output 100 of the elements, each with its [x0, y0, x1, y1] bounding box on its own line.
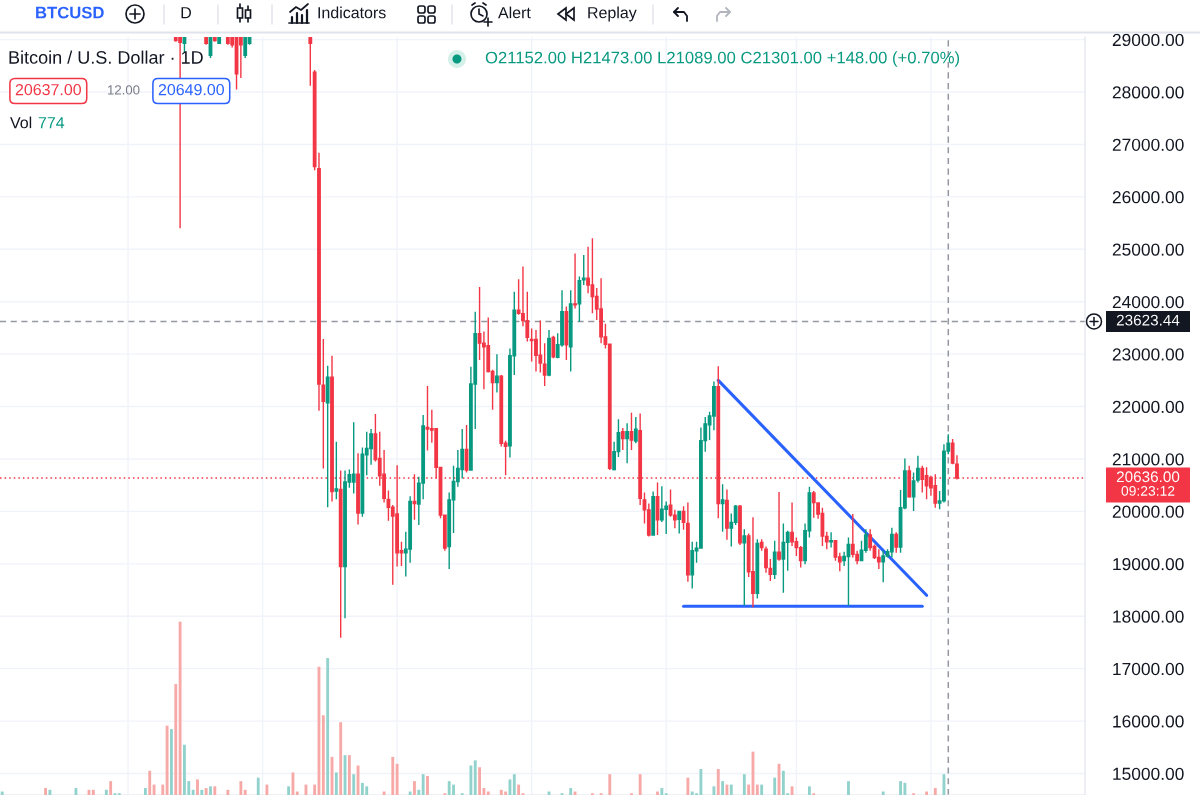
- bar: [104, 789, 108, 795]
- bar: [165, 725, 169, 795]
- bar: [91, 789, 95, 795]
- y-tick-label: 24000.00: [1112, 295, 1184, 309]
- bar: [44, 788, 47, 795]
- y-tick-label: 18000.00: [1113, 610, 1184, 623]
- y-tick-label: 23000.00: [1112, 348, 1184, 361]
- text: Alert: [498, 6, 531, 19]
- bar: [313, 784, 317, 795]
- candlestick: [751, 516, 755, 609]
- bar: [48, 789, 52, 795]
- text: O21152.00 H21473.00 L21089.00 C21301.00 +148.00 (+0.70%): [485, 51, 960, 67]
- text: 09:23:12: [1121, 485, 1175, 496]
- candlestick: [677, 510, 682, 535]
- y-tick-label: 16000.00: [1113, 715, 1184, 728]
- candlestick: [755, 538, 760, 600]
- bar: [486, 791, 490, 795]
- bar: [382, 791, 386, 795]
- candlestick: [894, 531, 899, 554]
- y-tick-label: 19000.00: [1113, 557, 1184, 571]
- annotation: Vol: [10, 116, 32, 129]
- bar: [226, 789, 230, 795]
- bar: [447, 781, 451, 795]
- text: Replay: [588, 6, 637, 22]
- bar: [334, 772, 338, 795]
- bar: [747, 784, 751, 795]
- bar: [174, 684, 178, 795]
- bar: [716, 769, 720, 795]
- bar: [265, 784, 269, 795]
- bar: [504, 791, 508, 795]
- bar: [517, 784, 521, 795]
- bar: [170, 729, 173, 795]
- candlestick: [924, 466, 929, 501]
- bar: [365, 786, 369, 795]
- annotation: 774: [38, 117, 65, 129]
- bar: [721, 781, 725, 795]
- ref-line-label: 23623.44: [1116, 314, 1180, 326]
- bar: [781, 770, 785, 795]
- y-tick-label: 21000.00: [1112, 453, 1184, 466]
- bar: [243, 789, 247, 795]
- bar: [686, 777, 690, 795]
- candlestick: [651, 490, 656, 536]
- candlestick: [777, 491, 781, 562]
- candlestick: [781, 522, 786, 594]
- bar: [690, 791, 694, 795]
- y-tick-label: 22000.00: [1112, 400, 1184, 414]
- bar: [417, 789, 421, 795]
- bar: [326, 658, 330, 795]
- y-tick-label: 27000.00: [1112, 138, 1184, 151]
- bar: [933, 788, 937, 795]
- candlestick: [243, 37, 248, 59]
- candlestick: [889, 526, 894, 559]
- bar: [569, 788, 573, 795]
- bar: [903, 782, 907, 795]
- bar: [161, 784, 165, 795]
- bar: [638, 774, 642, 795]
- bar: [178, 621, 182, 795]
- text: Bitcoin / U.S. Dollar · 1D: [9, 50, 203, 64]
- bar: [352, 774, 356, 795]
- bar: [196, 779, 199, 795]
- bar: [347, 755, 351, 795]
- candlestick: [725, 488, 729, 541]
- text: BTCUSD: [36, 6, 104, 19]
- candlestick: [356, 452, 360, 526]
- text: D: [181, 7, 191, 19]
- bar: [391, 756, 395, 795]
- bar: [339, 722, 343, 795]
- bar: [143, 788, 147, 795]
- bar: [148, 770, 152, 795]
- candlestick: [325, 364, 330, 508]
- bar: [426, 775, 429, 795]
- bar: [321, 715, 325, 795]
- y-tick-label: 25000.00: [1112, 243, 1184, 256]
- bar: [760, 784, 764, 795]
- bar: [881, 791, 885, 795]
- bar: [413, 781, 416, 795]
- candlestick: [629, 412, 634, 451]
- bar: [656, 791, 659, 795]
- bar: [469, 765, 473, 795]
- bar: [925, 791, 929, 795]
- candlestick: [217, 37, 222, 45]
- bar: [512, 774, 516, 795]
- y-tick-label: 29000.00: [1112, 33, 1184, 47]
- y-tick-label: 26000.00: [1112, 191, 1184, 204]
- bar: [478, 767, 481, 795]
- candlestick: [772, 540, 777, 580]
- bar: [699, 769, 703, 795]
- candlestick: [633, 416, 638, 444]
- y-tick-label: 20000.00: [1112, 505, 1184, 518]
- candlestick: [334, 440, 339, 501]
- bar: [608, 774, 612, 795]
- candlestick: [495, 353, 499, 394]
- bar: [408, 791, 412, 795]
- bar: [773, 777, 777, 795]
- candlestick: [204, 37, 209, 46]
- candlestick: [308, 37, 313, 87]
- candlestick: [568, 289, 573, 373]
- bar: [295, 791, 299, 795]
- y-tick-label: 15000.00: [1113, 767, 1184, 780]
- bar: [204, 788, 208, 795]
